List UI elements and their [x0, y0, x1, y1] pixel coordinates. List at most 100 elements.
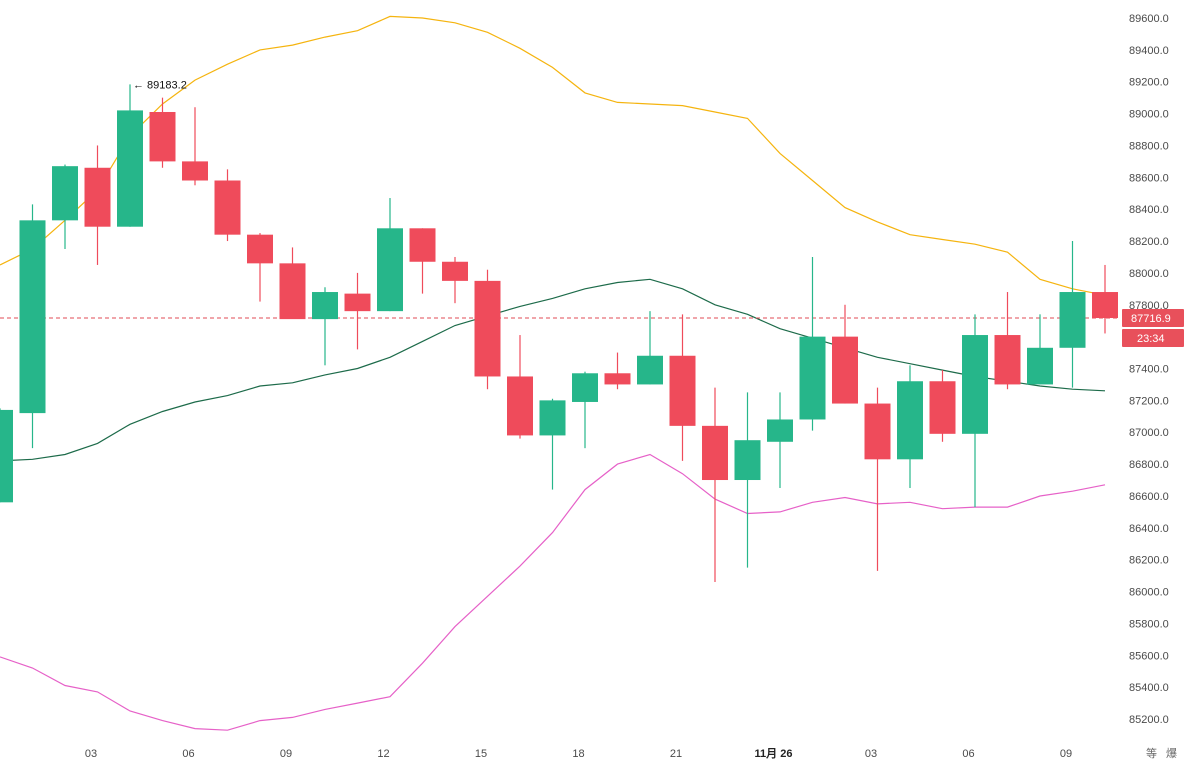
- x-tick-label: 03: [865, 748, 877, 760]
- candle-body: [409, 228, 436, 262]
- x-tick-label: 09: [1060, 748, 1072, 760]
- y-tick-label: 87800.0: [1129, 300, 1169, 312]
- candle-body: [767, 419, 793, 442]
- y-tick-label: 87000.0: [1129, 427, 1169, 439]
- candle-body: [539, 400, 566, 436]
- candle-body: [507, 376, 533, 436]
- candle-body: [929, 381, 956, 434]
- candle: [767, 392, 793, 488]
- candle-body: [117, 110, 143, 227]
- candle: [182, 107, 208, 186]
- current-price-label: 87716.9: [1131, 313, 1171, 325]
- y-tick-label: 88400.0: [1129, 204, 1169, 216]
- candle: [539, 398, 566, 490]
- candle-body: [962, 335, 988, 434]
- y-tick-label: 88000.0: [1129, 268, 1169, 280]
- candle: [702, 387, 728, 582]
- candle: [1092, 264, 1118, 334]
- candle-body: [702, 425, 728, 481]
- y-tick-label: 85600.0: [1129, 650, 1169, 662]
- candle: [799, 256, 826, 431]
- y-tick-label: 85800.0: [1129, 618, 1169, 630]
- candle: [572, 371, 598, 449]
- corner-icon[interactable]: 等: [1146, 746, 1157, 760]
- high-annotation: ← 89183.2: [133, 79, 187, 91]
- candle: [864, 387, 891, 571]
- candle-body: [474, 280, 501, 377]
- candles: [0, 84, 1118, 582]
- candle: [344, 272, 371, 350]
- candle: [507, 335, 533, 439]
- candle-body: [572, 373, 598, 402]
- y-tick-label: 89200.0: [1129, 77, 1169, 89]
- y-tick-label: 87200.0: [1129, 395, 1169, 407]
- current-price-tag: [1122, 309, 1184, 328]
- corner-icon[interactable]: 爆: [1166, 746, 1177, 760]
- candle: [897, 365, 923, 488]
- candle: [279, 247, 306, 320]
- candle: [84, 145, 111, 265]
- candle: [669, 314, 696, 461]
- candle: [149, 97, 176, 168]
- lower-band-line: [0, 453, 1106, 731]
- candle: [442, 256, 468, 304]
- candle-body: [832, 336, 858, 404]
- candle: [962, 314, 988, 508]
- y-tick-label: 88600.0: [1129, 172, 1169, 184]
- x-tick-label: 06: [962, 748, 974, 760]
- candle-body: [344, 293, 371, 312]
- y-tick-label: 86200.0: [1129, 555, 1169, 567]
- candle-body: [897, 381, 923, 460]
- candle: [117, 84, 143, 227]
- candle-body: [864, 403, 891, 460]
- bollinger-bands: [0, 15, 1118, 731]
- candle-body: [214, 180, 241, 235]
- y-tick-label: 87400.0: [1129, 364, 1169, 376]
- x-tick-label: 03: [85, 748, 97, 760]
- candle: [734, 392, 761, 568]
- y-tick-label: 88800.0: [1129, 140, 1169, 152]
- candle-body: [19, 220, 46, 414]
- x-tick-label: 11月 26: [755, 747, 793, 760]
- candle-body: [52, 166, 78, 221]
- candle: [247, 233, 273, 302]
- candle: [474, 269, 501, 390]
- candle-body: [734, 440, 761, 481]
- candle-body: [1092, 292, 1118, 319]
- y-tick-label: 86600.0: [1129, 491, 1169, 503]
- y-axis: 85200.0 85400.0 85600.0 85800.0 86000.0 86200…: [1122, 13, 1184, 726]
- candle: [929, 370, 956, 442]
- candle: [994, 292, 1021, 390]
- candle-body: [312, 292, 338, 320]
- candle: [19, 204, 46, 449]
- y-tick-label: 86400.0: [1129, 523, 1169, 535]
- countdown-tag: [1122, 329, 1184, 348]
- x-tick-label: 18: [572, 748, 584, 760]
- x-tick-label: 09: [280, 748, 292, 760]
- candle: [604, 352, 631, 390]
- y-tick-label: 89400.0: [1129, 45, 1169, 57]
- candle: [0, 408, 13, 503]
- candle-body: [1059, 292, 1086, 348]
- candle: [832, 304, 858, 404]
- candle-body: [442, 261, 468, 281]
- candle: [1059, 241, 1086, 388]
- x-tick-label: 06: [182, 748, 194, 760]
- candle-body: [84, 167, 111, 227]
- candle-body: [799, 336, 826, 420]
- candle-body: [994, 335, 1021, 385]
- x-tick-label: 12: [377, 748, 389, 760]
- candle: [637, 311, 663, 385]
- candle: [312, 287, 338, 366]
- y-tick-label: 86000.0: [1129, 587, 1169, 599]
- candle: [214, 169, 241, 242]
- candle-body: [0, 409, 13, 503]
- y-tick-label: 86800.0: [1129, 459, 1169, 471]
- candle-body: [149, 111, 176, 162]
- x-tick-label: 21: [670, 748, 682, 760]
- overlays: ← 89183.2: [133, 79, 187, 91]
- candle: [377, 198, 403, 312]
- y-tick-label: 88200.0: [1129, 236, 1169, 248]
- candle-body: [247, 234, 273, 264]
